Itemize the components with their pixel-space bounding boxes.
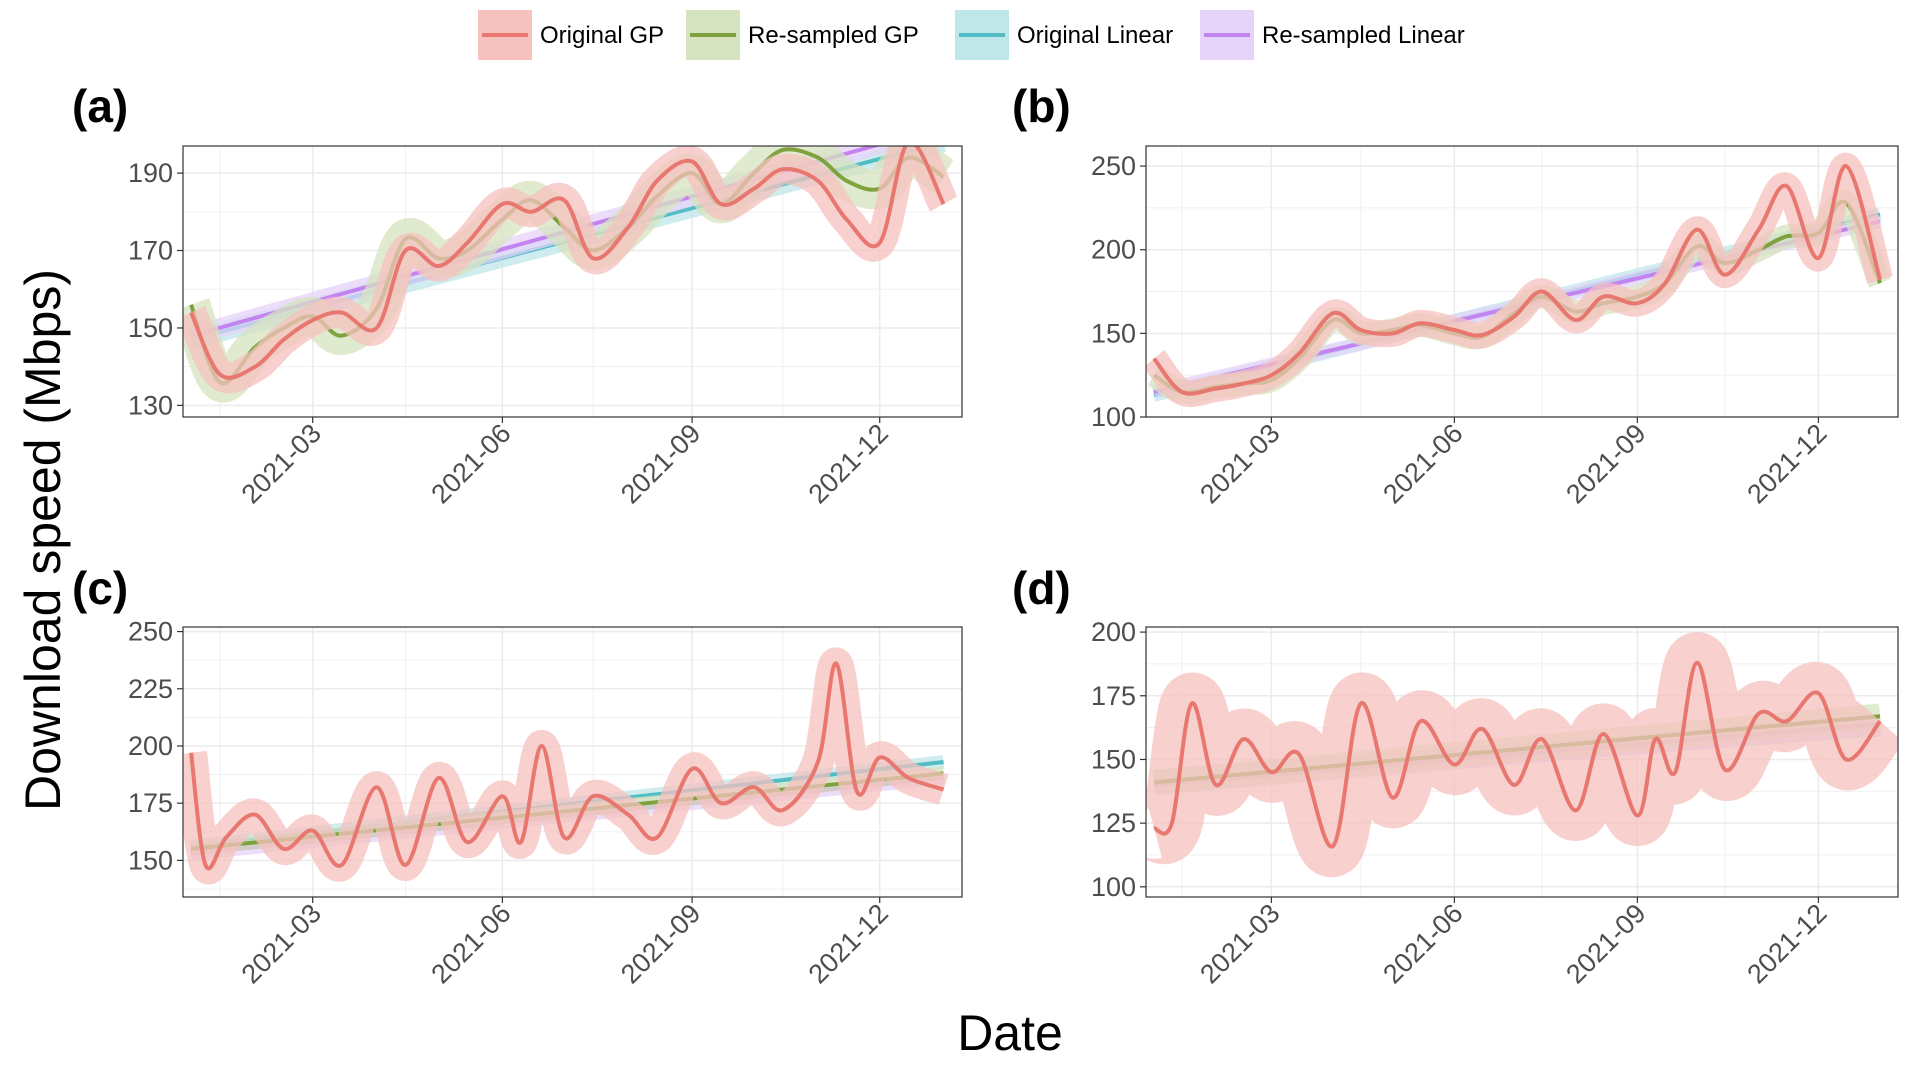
x-tick-label: 2021-12	[803, 418, 894, 509]
legend-item-original-gp: Original GP	[478, 10, 664, 60]
series-line-original-gp	[189, 146, 946, 380]
x-tick-label: 2021-09	[615, 418, 706, 509]
plot-border	[1145, 626, 1899, 898]
panel-label: (a)	[72, 80, 128, 132]
panel-label: (d)	[1012, 562, 1071, 614]
x-tick-label: 2021-09	[1560, 418, 1651, 509]
series-group	[183, 146, 958, 403]
y-tick-label: 225	[128, 674, 173, 704]
series-line-original-gp	[189, 661, 945, 871]
x-tick-label: 2021-09	[1560, 898, 1651, 989]
x-tick-label: 2021-03	[236, 898, 327, 989]
x-tick-label: 2021-09	[615, 898, 706, 989]
x-tick-label: 2021-06	[425, 898, 516, 989]
panel-label: (b)	[1012, 80, 1071, 132]
series-line-original-gp	[1152, 164, 1883, 396]
y-tick-label: 150	[1091, 744, 1136, 774]
plot-border	[182, 145, 963, 418]
x-tick-label: 2021-12	[803, 898, 894, 989]
plot-border	[1145, 145, 1899, 418]
legend: Original GP Re-sampled GP Original Linear R…	[478, 10, 1465, 60]
x-tick-label: 2021-06	[1377, 898, 1468, 989]
y-tick-label: 150	[1091, 318, 1136, 348]
x-tick-label: 2021-12	[1741, 418, 1832, 509]
series-group	[1146, 632, 1898, 877]
y-tick-label: 200	[1091, 235, 1136, 265]
y-axis-title: Download speed (Mbps)	[15, 269, 71, 811]
y-tick-label: 190	[128, 158, 173, 188]
y-tick-label: 100	[1091, 872, 1136, 902]
legend-label-re-sampled-linear: Re-sampled Linear	[1262, 22, 1465, 49]
y-tick-label: 170	[128, 236, 173, 266]
panel-c: (c) 150 175 200 225 250 2021-03 2021-06 2021-09 2…	[72, 562, 963, 989]
y-tick-label: 250	[128, 617, 173, 647]
panel-b: (b) 100 150 200 250 2021-03 2021-06 2021-09 2021…	[1012, 80, 1899, 509]
y-tick-label: 125	[1091, 808, 1136, 838]
series-line-original-gp	[1153, 660, 1882, 849]
y-tick-label: 250	[1091, 151, 1136, 181]
plot-border	[182, 626, 963, 898]
legend-item-original-linear: Original Linear	[955, 10, 1173, 60]
panel-label: (c)	[72, 562, 128, 614]
legend-label-re-sampled-gp: Re-sampled GP	[748, 22, 919, 49]
y-tick-label: 200	[1091, 617, 1136, 647]
y-tick-label: 200	[128, 731, 173, 761]
x-tick-label: 2021-03	[1194, 898, 1285, 989]
y-tick-label: 175	[128, 788, 173, 818]
panel-a: (a) 130 150 170 190 2021-03 2021-06 2021-09 2021…	[72, 80, 963, 509]
y-tick-label: 100	[1091, 402, 1136, 432]
x-axis-title: Date	[957, 1005, 1063, 1061]
y-tick-label: 150	[128, 313, 173, 343]
x-tick-label: 2021-06	[1377, 418, 1468, 509]
legend-item-re-sampled-gp: Re-sampled GP	[686, 10, 919, 60]
x-tick-label: 2021-12	[1741, 898, 1832, 989]
series-group	[1146, 152, 1893, 408]
y-tick-label: 130	[128, 390, 173, 420]
legend-item-re-sampled-linear: Re-sampled Linear	[1200, 10, 1465, 60]
series-group	[183, 647, 949, 885]
x-tick-label: 2021-03	[1194, 418, 1285, 509]
panel-d: (d) 100 125 150 175 200 2021-03 2021-06 2021-09 2…	[1012, 562, 1899, 989]
x-tick-label: 2021-03	[236, 418, 327, 509]
y-tick-label: 175	[1091, 681, 1136, 711]
y-tick-label: 150	[128, 845, 173, 875]
legend-label-original-linear: Original Linear	[1017, 22, 1173, 49]
legend-label-original-gp: Original GP	[540, 22, 664, 49]
x-tick-label: 2021-06	[425, 418, 516, 509]
